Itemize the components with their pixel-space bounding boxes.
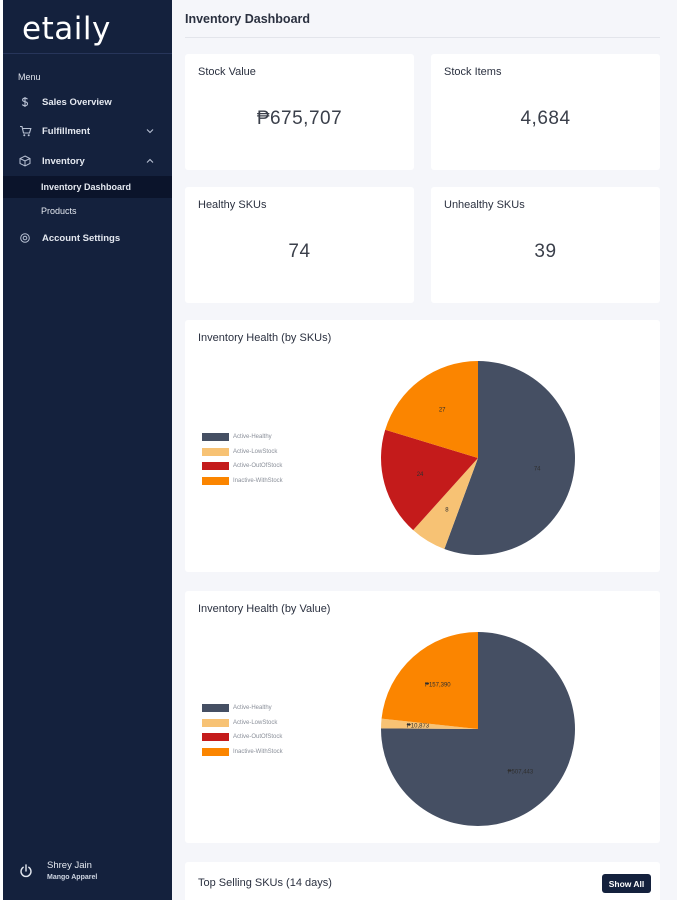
legend-label: Active-LowStock [233, 448, 278, 455]
unhealthy-skus-count: 39 [534, 241, 557, 262]
legend-label: Active-OutOfStock [233, 734, 283, 741]
chart-title: Inventory Health (by Value) [198, 603, 331, 615]
chevron-down-icon[interactable] [144, 125, 156, 137]
sidebar-item-fulfillment[interactable]: Fulfillment [3, 121, 172, 141]
healthy-skus-label: Healthy SKUs [198, 199, 267, 211]
legend-item[interactable]: Inactive-WithStock [202, 474, 283, 489]
pie-chart-value: ₱507,443 ₱10,873 ₱157,390 [381, 632, 575, 826]
etaily-logo[interactable]: etaily [22, 11, 111, 47]
unhealthy-skus-label: Unhealthy SKUs [444, 199, 525, 211]
sidebar-item-label: Account Settings [42, 232, 121, 244]
sidebar-item-label: Inventory [42, 155, 85, 167]
legend-item[interactable]: Active-OutOfStock [202, 730, 283, 745]
legend-label: Inactive-WithStock [233, 477, 283, 484]
legend-label: Inactive-WithStock [233, 748, 283, 755]
pie-slice-inactive-withstock[interactable] [385, 361, 478, 458]
health-by-value-card: Inventory Health (by Value) Active-Healt… [185, 591, 660, 843]
stock-value-card: Stock Value ₱675,707 [185, 54, 414, 170]
sidebar-item-inventory[interactable]: Inventory [3, 151, 172, 171]
legend-swatch [202, 747, 229, 756]
pie-value-label: 74 [534, 467, 541, 473]
health-by-skus-card: Inventory Health (by SKUs) Active-Health… [185, 320, 660, 572]
legend-label: Active-OutOfStock [233, 463, 283, 470]
pie-slice-active-healthy[interactable] [444, 361, 575, 555]
dollar-icon [18, 95, 32, 109]
app-shell: etaily Menu Sales Overview Fulfillment I… [3, 0, 677, 900]
chart-legend: Active-Healthy Active-LowStock Active-Ou… [202, 430, 283, 488]
user-name: Shrey Jain [47, 860, 92, 871]
sidebar-subitem-products[interactable]: Products [41, 206, 77, 216]
legend-item[interactable]: Inactive-WithStock [202, 745, 283, 760]
gear-icon [18, 231, 32, 245]
page-title: Inventory Dashboard [185, 12, 311, 26]
pie-value-label: 8 [445, 507, 449, 513]
legend-item[interactable]: Active-Healthy [202, 701, 283, 716]
stock-items-card: Stock Items 4,684 [431, 54, 660, 170]
show-all-button[interactable]: Show All [602, 874, 651, 893]
sidebar-item-label: Fulfillment [42, 125, 91, 137]
top-selling-title: Top Selling SKUs (14 days) [198, 877, 332, 889]
legend-swatch [202, 476, 229, 485]
legend-swatch [202, 447, 229, 456]
stock-value-label: Stock Value [198, 66, 256, 78]
legend-item[interactable]: Active-LowStock [202, 716, 283, 731]
legend-swatch [202, 718, 229, 727]
pie-value-label: ₱507,443 [508, 770, 534, 776]
legend-label: Active-LowStock [233, 719, 278, 726]
legend-label: Active-Healthy [233, 434, 272, 441]
cart-icon [18, 124, 32, 138]
pie-slice-active-lowstock[interactable] [413, 458, 478, 549]
sidebar-subitem-inventory-dashboard[interactable]: Inventory Dashboard [3, 176, 172, 198]
stock-items-count: 4,684 [520, 108, 571, 129]
healthy-skus-count: 74 [288, 241, 311, 262]
healthy-skus-card: Healthy SKUs 74 [185, 187, 414, 303]
chart-title: Inventory Health (by SKUs) [198, 332, 332, 344]
legend-swatch [202, 462, 229, 471]
stock-value-amount: ₱675,707 [256, 108, 343, 129]
pie-slice-inactive-withstock[interactable] [381, 632, 478, 729]
legend-swatch [202, 704, 229, 713]
legend-item[interactable]: Active-LowStock [202, 445, 283, 460]
legend-label: Active-Healthy [233, 705, 272, 712]
pie-value-label: 24 [417, 472, 424, 478]
pie-slice-active-lowstock[interactable] [381, 718, 478, 729]
pie-chart-skus: 74 8 24 27 [381, 361, 575, 555]
legend-swatch [202, 733, 229, 742]
logo-area: etaily [3, 0, 172, 54]
power-icon[interactable] [18, 863, 34, 879]
chevron-up-icon[interactable] [144, 155, 156, 167]
top-selling-skus-card: Top Selling SKUs (14 days) Show All [185, 862, 660, 900]
pie-slice-active-outofstock[interactable] [381, 429, 478, 531]
legend-item[interactable]: Active-OutOfStock [202, 459, 283, 474]
title-divider [185, 37, 660, 38]
main-content: Inventory Dashboard Stock Value ₱675,707… [172, 0, 677, 900]
box-icon [18, 154, 32, 168]
sidebar-item-sales-overview[interactable]: Sales Overview [3, 92, 172, 112]
unhealthy-skus-card: Unhealthy SKUs 39 [431, 187, 660, 303]
pie-value-label: ₱157,390 [425, 682, 451, 688]
sidebar: etaily Menu Sales Overview Fulfillment I… [3, 0, 172, 900]
pie-value-label: 27 [439, 408, 446, 414]
stock-items-label: Stock Items [444, 66, 502, 78]
sidebar-item-account-settings[interactable]: Account Settings [3, 228, 172, 248]
menu-label: Menu [18, 72, 41, 82]
user-organization: Mango Apparel [47, 874, 98, 881]
legend-item[interactable]: Active-Healthy [202, 430, 283, 445]
chart-legend: Active-Healthy Active-LowStock Active-Ou… [202, 701, 283, 759]
pie-value-label: ₱10,873 [407, 724, 430, 730]
user-profile[interactable]: Shrey Jain Mango Apparel [18, 860, 97, 881]
legend-swatch [202, 433, 229, 442]
sidebar-item-label: Sales Overview [42, 96, 112, 108]
